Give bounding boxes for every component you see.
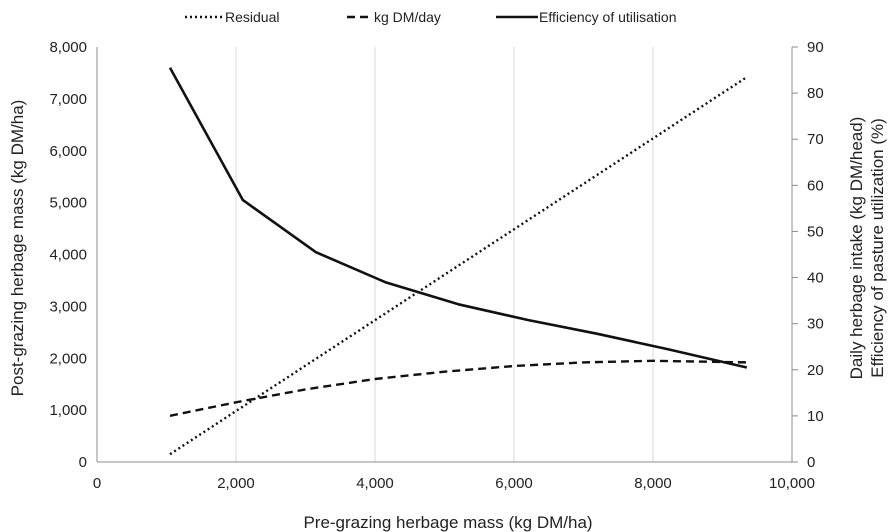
y-right-tick-label: 10	[807, 408, 824, 425]
y-left-axis-title: Post-grazing herbage mass (kg DM/ha)	[8, 100, 27, 397]
x-tick-label: 4,000	[356, 475, 394, 492]
y-left-tick-label: 4,000	[49, 247, 87, 264]
y-left-tick-label: 0	[79, 454, 87, 471]
y-right-axis-title-intake: Daily herbage intake (kg DM/head)	[847, 117, 866, 380]
y-right-tick-label: 0	[807, 454, 815, 471]
series-line-residual	[169, 76, 748, 456]
y-left-tick-label: 1,000	[49, 402, 87, 419]
x-tick-label: 6,000	[495, 475, 533, 492]
legend-label: Residual	[225, 9, 279, 25]
legend-label: Efficiency of utilisation	[539, 9, 676, 25]
series-line-efficiency-of-utilisation	[168, 67, 748, 369]
y-left-tick-label: 7,000	[49, 91, 87, 108]
y-left-tick-label: 6,000	[49, 143, 87, 160]
y-right-tick-label: 80	[807, 85, 824, 102]
y-right-tick-label: 70	[807, 131, 824, 148]
y-right-tick-label: 20	[807, 362, 824, 379]
y-right-axis-title-efficiency: Efficiency of pasture utilization (%)	[868, 118, 887, 378]
x-tick-label: 2,000	[217, 475, 255, 492]
x-tick-label: 10,000	[769, 475, 815, 492]
y-right-tick-label: 30	[807, 316, 824, 333]
y-left-tick-label: 3,000	[49, 298, 87, 315]
series-line-kg-dm-day	[169, 359, 747, 417]
axes-layer	[96, 46, 798, 463]
x-tick-label: 0	[93, 475, 101, 492]
y-right-tick-label: 90	[807, 39, 824, 56]
y-right-tick-label: 50	[807, 223, 824, 240]
legend-layer: Residual kg DM/day Efficiency of utilisati…	[185, 9, 676, 25]
x-axis-title: Pre-grazing herbage mass (kg DM/ha)	[303, 513, 592, 532]
series-layer	[168, 67, 748, 456]
ticks-layer: 0 2,000 4,000 6,000 8,000 10,000 0 1,000 2,000 3,…	[49, 39, 823, 492]
y-left-tick-label: 5,000	[49, 195, 87, 212]
x-tick-label: 8,000	[634, 475, 672, 492]
y-right-tick-label: 60	[807, 177, 824, 194]
y-right-tick-label: 40	[807, 270, 824, 287]
legend-label: kg DM/day	[374, 9, 441, 25]
y-left-tick-label: 8,000	[49, 39, 87, 56]
y-left-tick-label: 2,000	[49, 350, 87, 367]
